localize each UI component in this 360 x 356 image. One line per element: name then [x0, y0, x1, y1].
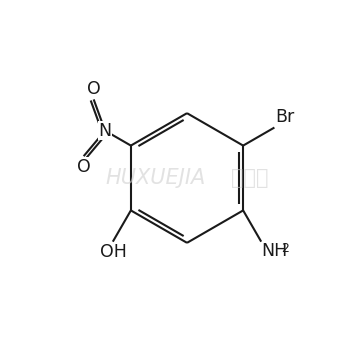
- Text: O: O: [87, 80, 100, 98]
- Text: N: N: [99, 122, 112, 140]
- Text: Br: Br: [275, 108, 294, 126]
- Text: HUXUEJIA: HUXUEJIA: [105, 168, 206, 188]
- Text: 2: 2: [282, 242, 289, 255]
- Text: NH: NH: [261, 242, 288, 260]
- Text: OH: OH: [100, 242, 127, 261]
- Text: 化学加: 化学加: [231, 168, 269, 188]
- Text: O: O: [77, 158, 91, 176]
